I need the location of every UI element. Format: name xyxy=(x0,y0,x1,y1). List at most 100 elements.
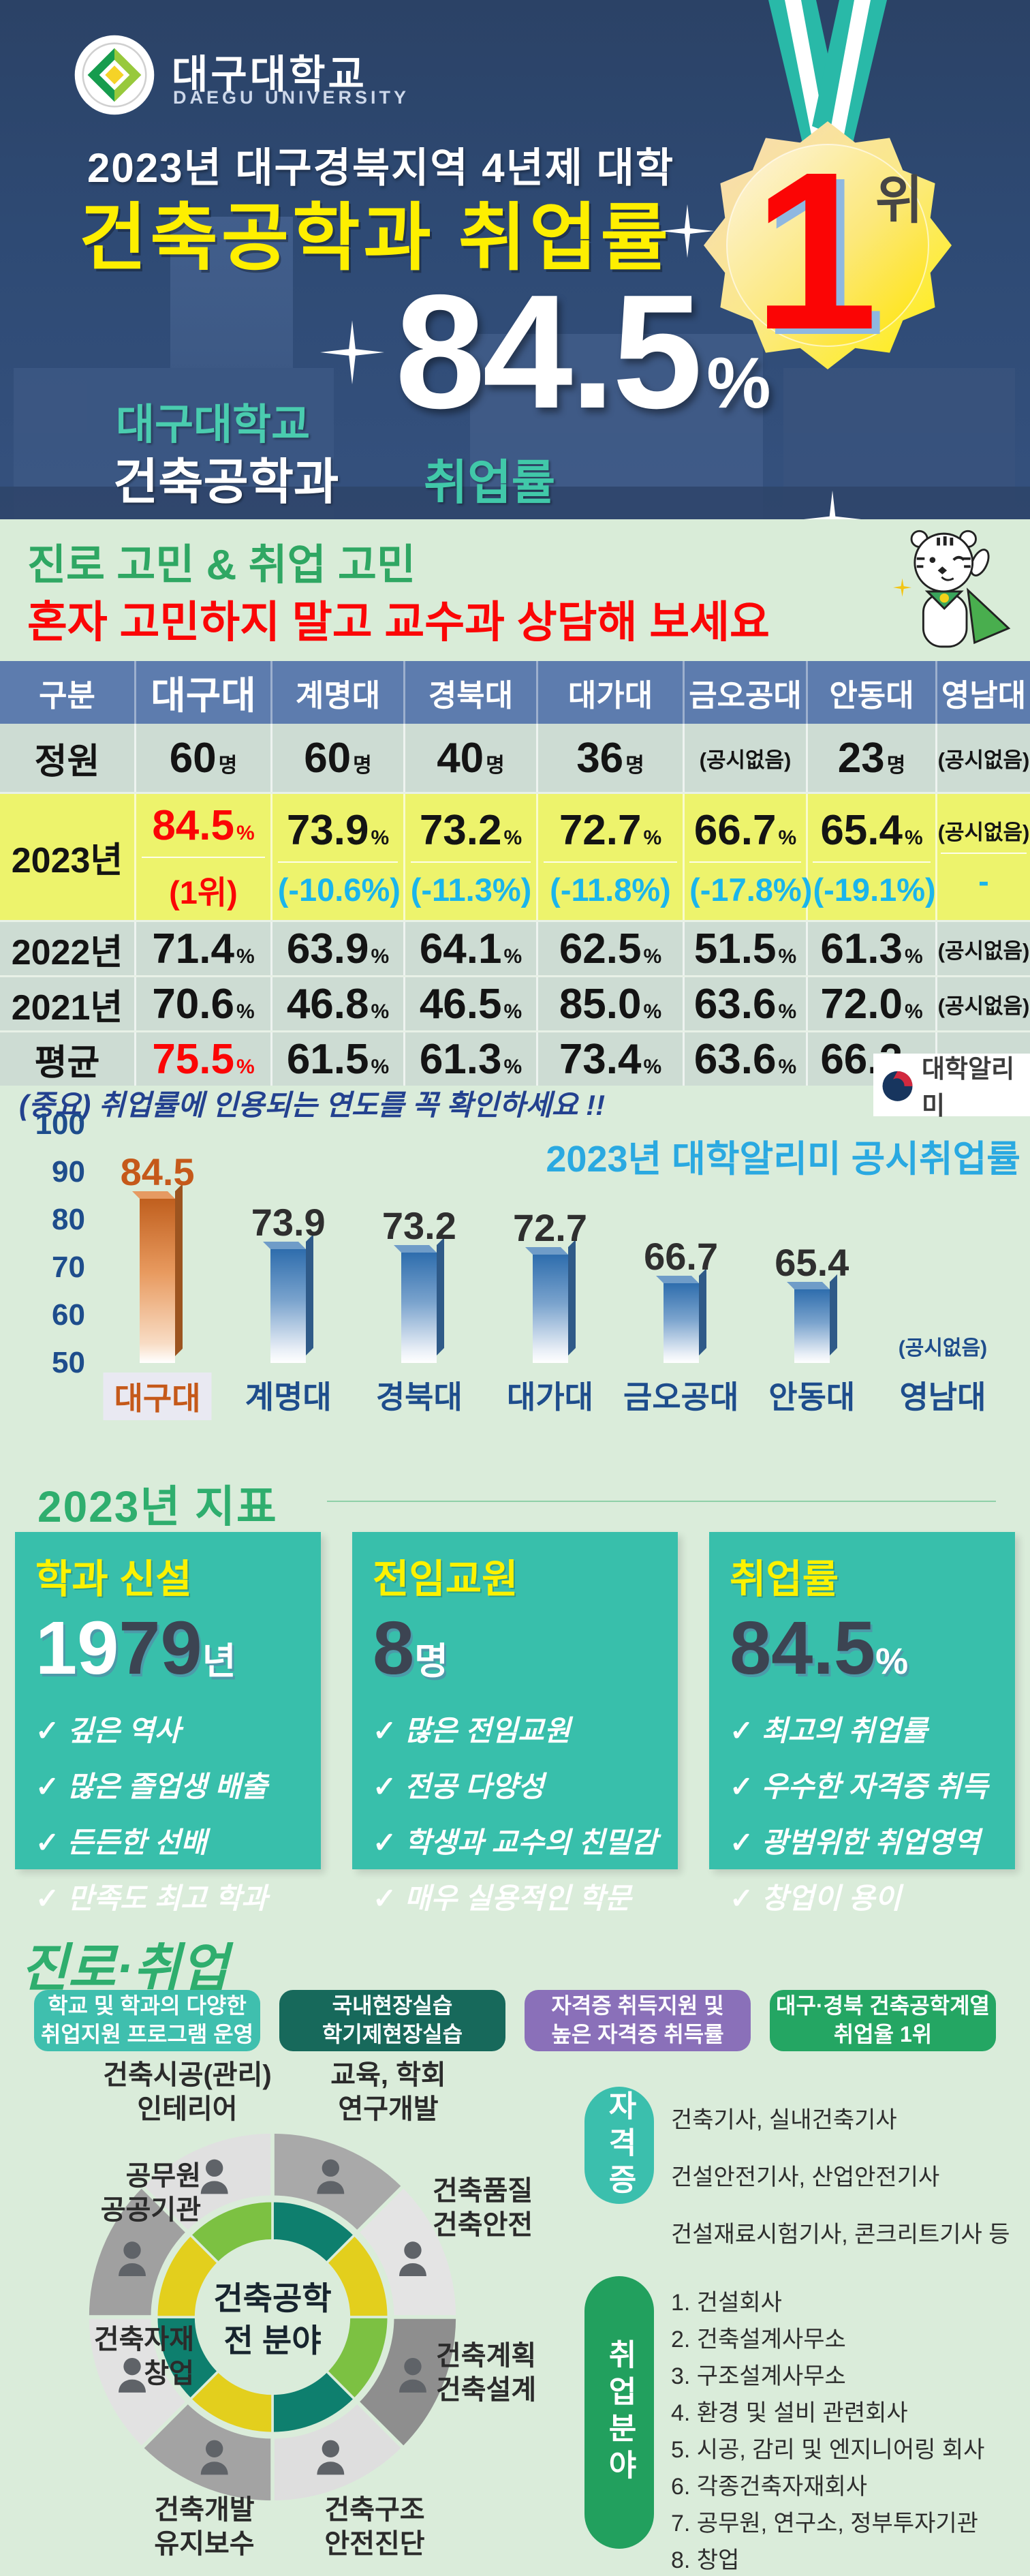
cell-value: 64.1% xyxy=(420,925,522,973)
employment-rate-big: 84.5% xyxy=(395,262,771,442)
cell-unit: % xyxy=(643,945,662,968)
card-title: 학과 신설 xyxy=(35,1557,192,1601)
cell-unit: 명 xyxy=(886,754,906,777)
cell-unit: % xyxy=(904,826,923,849)
checklist-item: 많은 전임교원 xyxy=(373,1708,657,1749)
indicator-card: 전임교원 8명많은 전임교원전공 다양성학생과 교수의 친밀감매우 실용적인 학문 xyxy=(352,1532,678,1914)
table-header-cell: 계명대 xyxy=(272,661,405,724)
medal-rank-shadow: 1 xyxy=(761,130,886,382)
stat-university: 대구대학교 xyxy=(116,401,311,448)
cell-value: 73.2% xyxy=(420,806,522,855)
table-cell: 72.0% xyxy=(808,977,937,1030)
cell-unit: % xyxy=(236,945,255,968)
cell-number: (공시없음) xyxy=(937,748,1030,772)
table-cell: 65.4% (-19.1%) xyxy=(808,794,937,920)
table-header-cell: 영남대 xyxy=(941,677,1027,713)
cell-number: 73.2 xyxy=(419,806,502,854)
cell-value: 61.3% xyxy=(420,1035,522,1084)
banner-line2: 혼자 고민하지 말고 교수과 상담해 보세요 xyxy=(27,598,770,647)
cell-unit: % xyxy=(778,1055,797,1078)
cell-unit: % xyxy=(236,1000,255,1023)
table-cell: 73.4% xyxy=(538,1032,685,1086)
cell-value: 66.7% xyxy=(694,806,796,855)
wheel-label: 건축자재 창업 xyxy=(93,2325,194,2389)
license-item: 건축기사, 실내건축기사 xyxy=(671,2106,897,2133)
card-number-part: 19 xyxy=(35,1606,119,1690)
cell-number: 61.3 xyxy=(419,1035,502,1083)
sparkle-icon xyxy=(660,204,715,258)
card-number: 8명 xyxy=(373,1611,657,1686)
cell-subvalue: (-17.8%) xyxy=(689,861,812,908)
cell-value: 63.6% xyxy=(694,1035,796,1084)
cell-unit: % xyxy=(503,945,522,968)
cell-unit: % xyxy=(778,826,797,849)
checklist-item: 많은 졸업생 배출 xyxy=(35,1764,300,1805)
field-item: 1. 건설회사 xyxy=(671,2289,782,2316)
card-number-part: 79 xyxy=(119,1606,202,1690)
person-icon xyxy=(317,2440,345,2475)
cell-number: 61.5 xyxy=(286,1035,369,1083)
cell-value: 73.4% xyxy=(559,1035,661,1084)
cell-unit: % xyxy=(503,1000,522,1023)
table-header-cell: 대구대 xyxy=(136,661,272,724)
table-header-cell: 경북대 xyxy=(405,661,538,724)
checklist-item: 우수한 자격증 취득 xyxy=(730,1764,995,1805)
career-badge: 국내현장실습 학기제현장실습 xyxy=(279,1990,505,2051)
cell-value: 61.3% xyxy=(820,925,922,973)
cell-number: (공시없음) xyxy=(937,994,1030,1018)
person-icon xyxy=(317,2159,345,2194)
cell-number: 65.4 xyxy=(820,806,903,854)
cell-number: 36 xyxy=(576,734,624,782)
table-cell: (공시없음) xyxy=(685,724,808,792)
fields-pill: 취업분야 xyxy=(584,2276,654,2549)
field-item: 8. 창업 xyxy=(671,2547,740,2573)
cell-value: 85.0% xyxy=(559,980,661,1028)
tiger-mascot xyxy=(893,530,1011,648)
wheel-label: 교육, 학회 연구개발 xyxy=(330,2060,446,2124)
license-item: 건설안전기사, 산업안전기사 xyxy=(671,2164,940,2190)
cell-value: 70.6% xyxy=(152,980,254,1028)
indicators-title: 2023년 지표 xyxy=(37,1482,278,1531)
alrimi-label: 대학알리미 xyxy=(922,1055,1015,1120)
cell-value: 63.6% xyxy=(694,980,796,1028)
person-icon xyxy=(399,2357,426,2393)
cell-unit: 명 xyxy=(353,754,372,777)
table-cell: 60 명 xyxy=(272,724,405,792)
category-label: 대구대 xyxy=(103,1373,212,1420)
cell-unit: 명 xyxy=(218,754,238,777)
university-name: 대구대학교 xyxy=(172,52,367,97)
table-cell: 23 명 xyxy=(808,724,937,792)
sparkle-icon xyxy=(319,320,385,385)
university-seal-icon xyxy=(74,35,155,115)
table-cell: 63.9% xyxy=(272,922,405,975)
card-checklist: 최고의 취업률우수한 자격증 취득광범위한 취업영역창업이 용이 xyxy=(730,1708,995,1917)
indicator-card: 학과 신설 1979년깊은 역사많은 졸업생 배출든든한 선배만족도 최고 학과 xyxy=(15,1532,322,1914)
table-cell: 61.3% xyxy=(405,1032,538,1086)
cell-unit: % xyxy=(643,826,662,849)
checklist-item: 최고의 취업률 xyxy=(730,1708,995,1749)
table-cell: 61.5% xyxy=(272,1032,405,1086)
checklist-item: 광범위한 취업영역 xyxy=(730,1820,995,1861)
wheel-inner-segment xyxy=(188,2199,274,2265)
checklist-item: 든든한 선배 xyxy=(35,1820,300,1861)
cell-number: 66.7 xyxy=(693,806,777,854)
table-cell: (공시없음) xyxy=(937,922,1030,975)
cell-value: 71.4% xyxy=(152,925,254,973)
bar xyxy=(401,1252,437,1363)
wheel-outer-segment xyxy=(138,2130,275,2235)
cell-value: 60 명 xyxy=(304,734,372,782)
stat-label: 취업률 xyxy=(424,456,556,509)
table-cell: 36 명 xyxy=(538,724,685,792)
alrimi-emblem-icon xyxy=(882,1071,913,1101)
bar xyxy=(270,1248,307,1363)
cell-number: 63.6 xyxy=(693,1035,777,1083)
employment-chart: 2023년 대학알리미 공시취업률 100 90 80 70 60 50 84.5 대구대 73… xyxy=(0,1107,1030,1472)
bar-value-label: 72.7 xyxy=(513,1206,587,1250)
checklist-item: 창업이 용이 xyxy=(730,1875,995,1917)
hero-section: 대구대학교 DAEGU UNIVERSITY 2023년 대구경북지역 4년제 … xyxy=(0,0,1030,549)
row-label: 정원 xyxy=(0,724,136,792)
field-item: 5. 시공, 감리 및 엔지니어링 회사 xyxy=(671,2436,985,2463)
cell-number: (공시없음) xyxy=(937,938,1030,963)
table-cell: 62.5% xyxy=(538,922,685,975)
bar-value-label: 65.4 xyxy=(775,1241,849,1285)
